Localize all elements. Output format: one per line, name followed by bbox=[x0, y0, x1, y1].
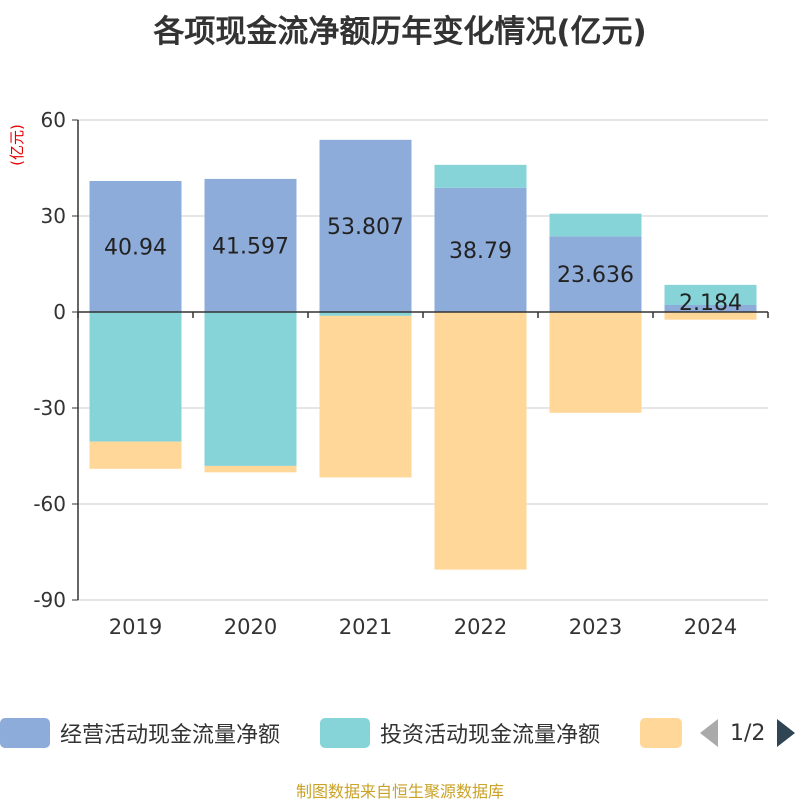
bar-0-2022 bbox=[434, 187, 527, 312]
y-tick-label: -60 bbox=[33, 492, 66, 516]
legend-item-operating[interactable]: 经营活动现金流量净额 bbox=[0, 718, 280, 748]
legend-label-investing: 投资活动现金流量净额 bbox=[380, 723, 601, 748]
bar-2-2020 bbox=[204, 465, 297, 473]
bar-2-2019 bbox=[89, 441, 182, 469]
bar-2-2024 bbox=[664, 312, 757, 320]
legend-pager: 1/2 bbox=[700, 718, 796, 748]
bar-2-2021 bbox=[319, 315, 412, 478]
x-tick-label: 2019 bbox=[109, 615, 162, 639]
bar-0-2020 bbox=[204, 178, 297, 312]
legend: 经营活动现金流量净额 投资活动现金流量净额 1/2 bbox=[0, 712, 800, 756]
bar-1-2024 bbox=[664, 284, 757, 306]
pager-text: 1/2 bbox=[730, 720, 766, 746]
chart-title: 各项现金流净额历年变化情况(亿元) bbox=[153, 14, 647, 50]
x-tick-label: 2021 bbox=[339, 615, 392, 639]
legend-label-operating: 经营活动现金流量净额 bbox=[60, 723, 281, 748]
bar-1-2023 bbox=[549, 213, 642, 237]
legend-swatch-operating bbox=[0, 718, 50, 748]
bar-1-2019 bbox=[89, 312, 182, 442]
y-tick-label: 30 bbox=[41, 204, 66, 228]
bar-0-2019 bbox=[89, 180, 182, 312]
legend-item-investing[interactable]: 投资活动现金流量净额 bbox=[320, 718, 600, 748]
bar-0-2023 bbox=[549, 236, 642, 312]
chart-canvas: (亿元) 60 30 0 -30 -60 -90 40.94 41.597 53.807 38.79… bbox=[8, 108, 769, 639]
y-tick-label: 0 bbox=[53, 300, 66, 324]
footer-source: 制图数据来自恒生聚源数据库 bbox=[295, 782, 504, 801]
x-tick-label: 2022 bbox=[454, 615, 507, 639]
bar-1-2021 bbox=[319, 312, 412, 316]
bar-2-2022 bbox=[434, 312, 527, 570]
legend-swatch-investing bbox=[320, 718, 370, 748]
x-tick-label: 2024 bbox=[684, 615, 737, 639]
data-label-2021: 53.807 bbox=[327, 215, 404, 240]
y-tick-label: -90 bbox=[33, 588, 66, 612]
y-axis-unit-label: (亿元) bbox=[8, 124, 26, 166]
data-label-2023: 23.636 bbox=[557, 263, 634, 288]
pager-next-icon[interactable] bbox=[777, 719, 796, 747]
bar-1-2020 bbox=[204, 312, 297, 466]
data-label-2022: 38.79 bbox=[449, 239, 512, 264]
data-label-2020: 41.597 bbox=[212, 234, 289, 259]
y-tick-label: -30 bbox=[33, 396, 66, 420]
bar-0-2024 bbox=[664, 305, 757, 312]
y-tick-label: 60 bbox=[41, 108, 66, 132]
bar-0-2021 bbox=[319, 139, 412, 312]
bar-2-2023 bbox=[549, 312, 642, 413]
x-tick-label: 2023 bbox=[569, 615, 622, 639]
bar-1-2022 bbox=[434, 164, 527, 188]
legend-swatch-financing bbox=[640, 718, 682, 748]
data-label-2019: 40.94 bbox=[104, 235, 167, 260]
pager-prev-icon[interactable] bbox=[700, 719, 718, 747]
legend-item-financing[interactable] bbox=[640, 718, 682, 748]
x-tick-label: 2020 bbox=[224, 615, 277, 639]
data-label-2024: 2.184 bbox=[679, 291, 742, 316]
